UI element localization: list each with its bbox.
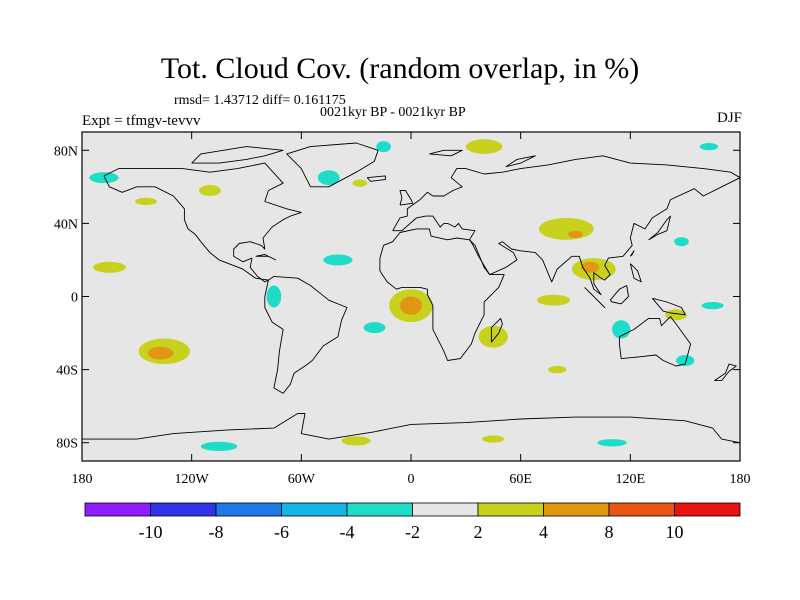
map-title: Tot. Cloud Cov. (random overlap, in %) bbox=[160, 52, 640, 85]
field-patch bbox=[537, 294, 571, 306]
lon-tick-label: 120W bbox=[175, 472, 210, 487]
coastline bbox=[651, 297, 686, 316]
coastline bbox=[714, 363, 737, 382]
colorbar-swatch bbox=[477, 502, 544, 517]
field-patch bbox=[400, 296, 422, 315]
colorbar-level-label: 8 bbox=[605, 522, 614, 542]
colorbar-level-label: 10 bbox=[666, 522, 684, 542]
field-patch bbox=[352, 179, 368, 187]
lat-tick-label: 80S bbox=[56, 437, 78, 452]
coastline bbox=[584, 287, 606, 308]
field-patch bbox=[465, 139, 503, 154]
field-patch bbox=[200, 441, 238, 451]
colorbar-level-label: -6 bbox=[274, 522, 289, 542]
field-patch bbox=[597, 439, 627, 447]
field-patch bbox=[674, 237, 689, 247]
field-patch bbox=[580, 261, 600, 273]
coastline bbox=[82, 413, 740, 444]
coastline bbox=[609, 285, 629, 305]
coastline bbox=[379, 228, 505, 361]
coastline bbox=[392, 155, 740, 296]
colorbar-swatch bbox=[608, 502, 675, 517]
colorbar-level-label: 4 bbox=[539, 522, 548, 542]
colorbar-swatch bbox=[84, 502, 151, 517]
field-patch bbox=[699, 142, 719, 151]
field-patches bbox=[89, 139, 724, 451]
coastlines bbox=[82, 142, 740, 444]
coastline bbox=[264, 275, 348, 394]
colorbar-swatch bbox=[215, 502, 282, 517]
coastline bbox=[648, 215, 671, 241]
field-patch bbox=[323, 254, 353, 266]
colorbar-swatch bbox=[674, 502, 741, 517]
field-patch bbox=[376, 141, 391, 153]
colorbar: -10 -8 -6 -4 -2 2 4 8 10 bbox=[84, 502, 741, 542]
lon-tick-label: 180 bbox=[730, 472, 751, 487]
field-patch bbox=[135, 197, 157, 206]
colorbar-swatch bbox=[543, 502, 610, 517]
colorbar-level-label: -2 bbox=[405, 522, 420, 542]
field-patch bbox=[482, 435, 505, 443]
colorbar-swatch bbox=[150, 502, 217, 517]
field-patch bbox=[317, 170, 340, 186]
colorbar-level-label: 2 bbox=[474, 522, 483, 542]
field-patch bbox=[147, 346, 174, 360]
field-patch bbox=[92, 261, 126, 273]
lon-tick-label: 60E bbox=[509, 472, 532, 487]
lon-tick-label: 180 bbox=[72, 472, 93, 487]
colorbar-level-label: -4 bbox=[340, 522, 355, 542]
lon-tick-label: 60W bbox=[288, 472, 316, 487]
colorbar-level-label: -8 bbox=[209, 522, 224, 542]
stats-label: rmsd= 1.43712 diff= 0.161175 bbox=[174, 93, 346, 108]
field-patch bbox=[548, 365, 567, 374]
field-patch bbox=[363, 322, 386, 334]
lon-tick-label: 120E bbox=[616, 472, 646, 487]
colorbar-level-label: -10 bbox=[139, 522, 163, 542]
field-patch bbox=[701, 301, 724, 310]
season-label: DJF bbox=[716, 110, 742, 126]
lon-tick-label: 0 bbox=[408, 472, 415, 487]
colorbar-swatch bbox=[346, 502, 413, 517]
colorbar-swatch bbox=[412, 502, 479, 517]
field-patch bbox=[266, 285, 282, 308]
field-patch bbox=[665, 309, 687, 321]
colorbar-swatch bbox=[281, 502, 348, 517]
lat-tick-label: 0 bbox=[71, 291, 78, 306]
field-patch bbox=[198, 185, 221, 196]
field-patch bbox=[341, 436, 371, 446]
field-patch bbox=[89, 172, 119, 184]
field-patch bbox=[568, 230, 583, 239]
field-patch bbox=[538, 217, 594, 240]
coastline bbox=[490, 317, 503, 343]
lat-tick-label: 40N bbox=[54, 217, 78, 232]
coastline bbox=[286, 142, 379, 188]
coastline bbox=[366, 175, 386, 182]
period-label: 0021kyr BP - 0021kyr BP bbox=[320, 105, 466, 120]
lat-tick-label: 40S bbox=[56, 364, 78, 379]
coastline bbox=[429, 149, 463, 157]
coastline bbox=[618, 316, 692, 367]
experiment-label: Expt = tfmgv-tevvv bbox=[82, 113, 201, 129]
coastline bbox=[255, 254, 277, 261]
coastline bbox=[505, 155, 536, 168]
lat-tick-label: 80N bbox=[54, 144, 78, 159]
coastline bbox=[399, 190, 414, 206]
coastline bbox=[629, 263, 642, 283]
coastline bbox=[629, 250, 635, 257]
field-patch bbox=[676, 354, 695, 366]
field-patch bbox=[478, 325, 508, 348]
map-axes: 80N 40N 0 40S 80S 180 120W 60W 0 60E 120E 180 bbox=[54, 132, 751, 487]
coastline bbox=[103, 162, 302, 283]
coastline bbox=[191, 146, 284, 164]
